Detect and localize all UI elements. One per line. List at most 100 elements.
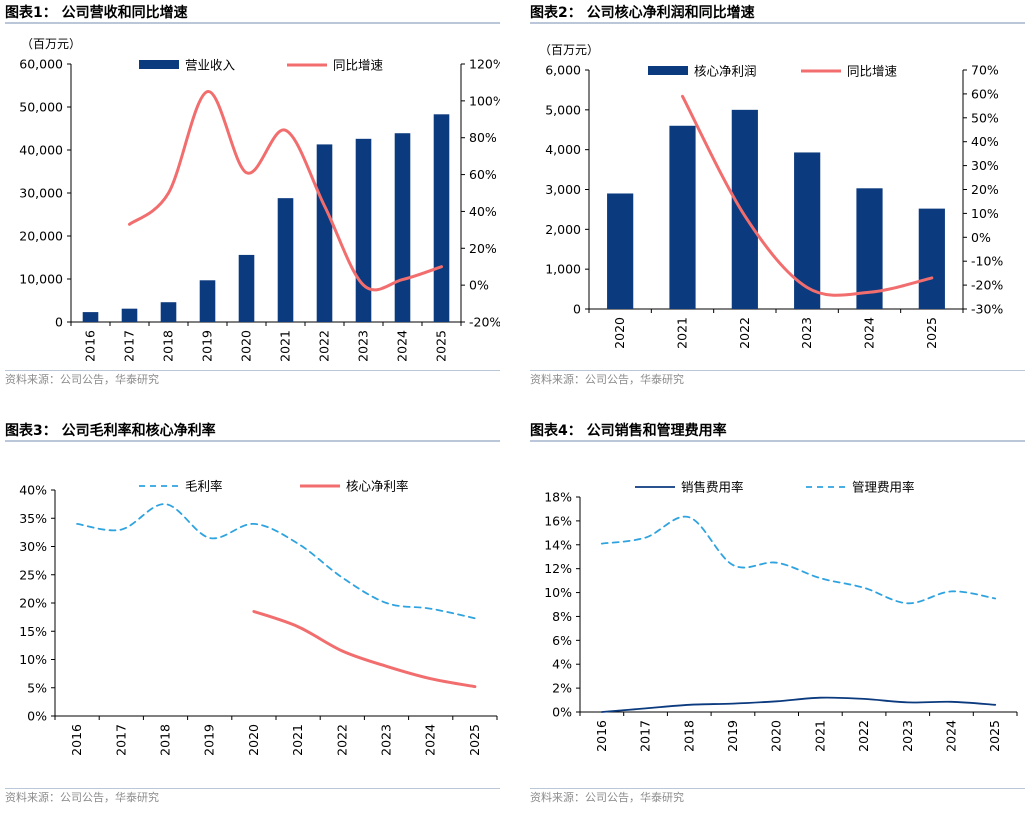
y2-tick-label: 100% (469, 93, 500, 108)
y2-tick-label: -30% (971, 302, 1003, 317)
x-tick-label: 2023 (900, 720, 915, 752)
legend-swatch (648, 66, 688, 75)
bar (394, 133, 411, 322)
legend-label: 核心净利润 (694, 64, 757, 79)
source-note: 资料来源：公司公告，华泰研究 (5, 788, 500, 804)
y-tick-label: 35% (19, 511, 47, 526)
panel-title: 图表4： 公司销售和管理费用率 (530, 420, 1025, 442)
x-tick-label: 2016 (69, 724, 84, 756)
panel-title: 图表2： 公司核心净利润和同比增速 (530, 2, 1025, 24)
x-tick-label: 2025 (467, 724, 482, 756)
y2-tick-label: 10% (971, 206, 999, 221)
x-tick-label: 2022 (334, 724, 349, 756)
y-tick-label: 10,000 (19, 272, 63, 287)
y-tick-label: 0% (27, 709, 47, 724)
y-tick-label: 0% (552, 705, 572, 720)
y-tick-label: 25% (19, 567, 47, 582)
y-tick-label: 12% (544, 561, 572, 576)
y-tick-label: 20% (19, 596, 47, 611)
x-tick-label: 2017 (113, 724, 128, 756)
y2-tick-label: 0% (469, 278, 489, 293)
y-tick-label: 4,000 (545, 142, 581, 157)
x-tick-label: 2023 (356, 330, 371, 362)
y-tick-label: 20,000 (19, 229, 63, 244)
x-tick-label: 2021 (812, 720, 827, 752)
panel-core-profit: 图表2： 公司核心净利润和同比增速 （百万元） 0 1,000 2,000 3,000 4… (530, 2, 1025, 397)
bar (199, 280, 216, 322)
x-tick-label: 2017 (638, 720, 653, 752)
bar (160, 302, 177, 322)
legend-label: 同比增速 (333, 58, 384, 73)
x-tick-label: 2022 (317, 330, 332, 362)
bar (238, 254, 255, 322)
x-tick-label: 2025 (434, 330, 449, 362)
x-tick-label: 2020 (612, 317, 627, 349)
y2-tick-label: -20% (971, 278, 1003, 293)
y-tick-label: 10% (544, 585, 572, 600)
revenue-chart: （百万元） 0 10,000 20,000 30,000 40,000 50,000 60,0… (19, 37, 500, 362)
series-line (681, 94, 934, 297)
bar (82, 312, 99, 322)
expense-ratio-chart: 0% 2% 4% 6% 8% 10% 12% 14% 16% 18% 2016 2017 2018 201… (544, 480, 1018, 752)
y-tick-label: 30,000 (19, 186, 63, 201)
x-tick-label: 2019 (725, 720, 740, 752)
x-tick-label: 2024 (395, 330, 410, 362)
source-note: 资料来源：公司公告，华泰研究 (530, 788, 1025, 804)
y-tick-label: 16% (544, 513, 572, 528)
series-line (128, 90, 443, 292)
x-tick-label: 2021 (278, 330, 293, 362)
x-tick-label: 2024 (862, 317, 877, 349)
y2-tick-label: 60% (971, 86, 999, 101)
y2-tick-label: 20% (469, 241, 497, 256)
x-tick-label: 2021 (675, 317, 690, 349)
y-tick-label: 1,000 (545, 262, 581, 277)
y2-tick-label: 40% (469, 204, 497, 219)
y-tick-label: 5,000 (545, 102, 581, 117)
y-tick-label: 40,000 (19, 143, 63, 158)
y-tick-label: 8% (552, 609, 572, 624)
y-tick-label: 30% (19, 539, 47, 554)
y-tick-label: 4% (552, 657, 572, 672)
y2-tick-label: -20% (469, 315, 500, 330)
y2-tick-label: 40% (971, 134, 999, 149)
bar (277, 198, 294, 322)
series-line (76, 503, 476, 620)
legend-label: 营业收入 (185, 58, 236, 73)
y-tick-label: 6,000 (545, 63, 581, 78)
x-tick-label: 2022 (856, 720, 871, 752)
x-tick-label: 2016 (83, 330, 98, 362)
unit-label: （百万元） (539, 43, 599, 57)
panel-title: 图表3： 公司毛利率和核心净利率 (5, 420, 500, 442)
legend-label: 核心净利率 (346, 479, 409, 494)
panel-title: 图表1： 公司营收和同比增速 (5, 2, 500, 24)
legend-label: 同比增速 (847, 64, 898, 79)
source-note: 资料来源：公司公告，华泰研究 (530, 370, 1025, 386)
x-tick-label: 2017 (122, 330, 137, 362)
legend-label: 毛利率 (185, 479, 223, 494)
legend-label: 管理费用率 (852, 480, 915, 495)
margin-chart: 0% 5% 10% 15% 20% 25% 30% 35% 40% 2016 2017 2018 201… (19, 479, 498, 756)
y2-tick-label: -10% (971, 254, 1003, 269)
legend-swatch (139, 60, 179, 69)
panel-margins: 图表3： 公司毛利率和核心净利率 0% 5% 10% 15% 20% 25% 30% 35% 4… (5, 420, 500, 815)
y-tick-label: 40% (19, 483, 47, 498)
x-tick-label: 2019 (202, 724, 217, 756)
x-tick-label: 2023 (799, 317, 814, 349)
x-tick-label: 2020 (769, 720, 784, 752)
bar (731, 109, 758, 309)
y-tick-label: 14% (544, 537, 572, 552)
x-tick-label: 2024 (943, 720, 958, 752)
bar (355, 138, 372, 322)
x-tick-label: 2022 (737, 317, 752, 349)
panel-revenue: 图表1： 公司营收和同比增速 （百万元） 0 10,000 20,000 30,000 4… (5, 2, 500, 397)
bar (607, 193, 634, 309)
x-tick-label: 2019 (200, 330, 215, 362)
x-tick-label: 2021 (290, 724, 305, 756)
y-tick-label: 2% (552, 681, 572, 696)
y-tick-label: 2,000 (545, 222, 581, 237)
y2-tick-label: 80% (469, 130, 497, 145)
source-note: 资料来源：公司公告，华泰研究 (5, 370, 500, 386)
x-tick-label: 2018 (161, 330, 176, 362)
y-tick-label: 0 (573, 302, 581, 317)
bar (433, 114, 450, 322)
